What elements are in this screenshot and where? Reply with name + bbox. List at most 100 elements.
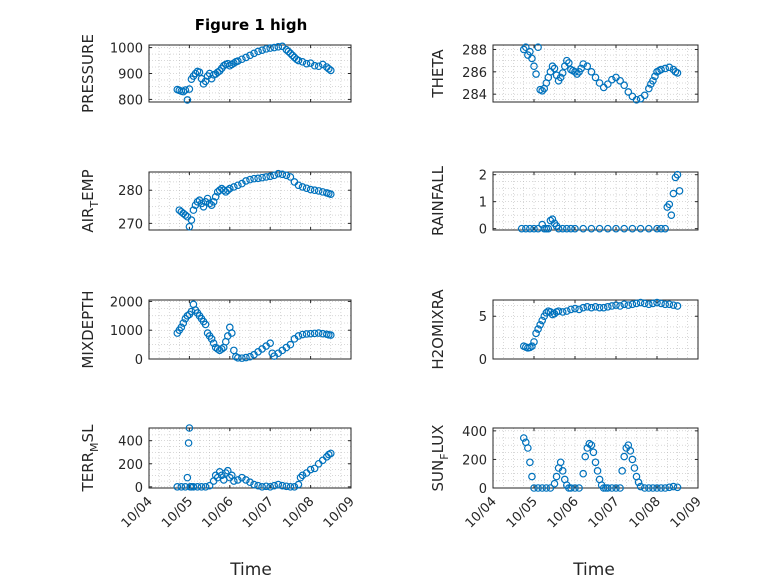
axes-frame: [148, 427, 352, 489]
data-point: [673, 483, 682, 492]
x-tick-label: 10/04: [463, 494, 500, 531]
data-point: [254, 481, 262, 490]
data-point: [234, 181, 242, 190]
data-point: [673, 170, 682, 179]
data-point: [302, 330, 311, 338]
data-point: [567, 224, 575, 233]
data-point: [603, 80, 612, 88]
axes-frame: [148, 299, 352, 360]
data-point: [294, 480, 303, 489]
data-point: [534, 484, 542, 492]
y-axis-label: H2OMIXRA: [429, 289, 447, 370]
y-axis-label-main: RAINFALL: [429, 165, 447, 236]
data-point: [298, 58, 307, 66]
data-point: [538, 484, 547, 492]
data-point: [595, 224, 604, 233]
data-point: [234, 354, 242, 362]
data-point: [197, 483, 206, 491]
data-point: [274, 480, 283, 489]
data-point: [550, 64, 559, 73]
data-point: [524, 444, 532, 452]
data-point: [242, 476, 250, 484]
data-point: [579, 224, 588, 233]
y-tick-label: 1: [479, 196, 487, 211]
y-tick-label: 0: [479, 482, 487, 497]
data-point: [262, 45, 270, 53]
data-point: [653, 484, 661, 492]
panel-sun-flux: 0 200 400 SUNFLUX 10/04 10/05 10/06 10/07 10/08 1…: [429, 425, 705, 532]
x-tick-label: 10/08: [280, 494, 317, 531]
data-point: [228, 329, 236, 337]
data-point: [558, 467, 567, 475]
data-point: [665, 300, 674, 309]
data-point: [669, 482, 678, 491]
data-point: [673, 302, 682, 310]
data-point: [636, 94, 645, 103]
data-point: [189, 206, 198, 214]
axes-frame: [492, 44, 699, 103]
y-axis-label-main: TERR: [79, 452, 97, 493]
data-point: [258, 46, 266, 54]
y-tick-label: 280: [118, 184, 143, 199]
data-point: [296, 473, 305, 482]
data-point: [630, 464, 639, 472]
data-point: [270, 171, 279, 180]
data-point: [649, 299, 657, 308]
data-point: [599, 484, 608, 492]
x-tick-label: 10/08: [627, 494, 664, 531]
data-point: [562, 56, 571, 65]
data-point: [640, 91, 649, 100]
data-point: [634, 478, 643, 487]
data-point: [530, 224, 538, 233]
data-point: [318, 456, 327, 465]
data-point: [298, 330, 307, 339]
x-tick-label: 10/07: [586, 494, 623, 531]
data-point: [209, 198, 218, 206]
data-point: [191, 69, 200, 78]
data-point: [628, 92, 637, 101]
data-point: [669, 301, 678, 309]
data-point: [616, 76, 624, 85]
panel-theta: 284 286 288 THETA: [429, 43, 699, 104]
data-point: [184, 439, 193, 447]
y-axis-label-main: H2OMIXRA: [429, 289, 447, 370]
data-point: [626, 447, 635, 455]
data-point: [205, 199, 214, 208]
data-point: [187, 216, 196, 224]
x-tick-label: 10/06: [200, 494, 237, 531]
data-point: [278, 481, 287, 490]
data-point: [675, 187, 684, 195]
data-point: [661, 300, 670, 309]
data-point: [661, 224, 670, 233]
data-point: [567, 305, 575, 314]
data-point: [310, 186, 319, 195]
data-point: [571, 68, 579, 76]
y-axis-label-main: MIXDEPTH: [79, 290, 97, 368]
data-point: [552, 472, 561, 481]
data-point: [571, 224, 579, 233]
data-point: [530, 338, 538, 346]
data-point: [230, 477, 238, 485]
data-point: [324, 65, 333, 73]
axes-frame: [492, 299, 699, 360]
data-point: [217, 345, 226, 353]
data-point: [591, 73, 600, 82]
y-axis-label-tail: SL: [79, 424, 97, 443]
data-point: [665, 63, 674, 72]
data-point: [183, 96, 192, 104]
xlabel-right: Time: [572, 560, 615, 580]
data-point: [565, 59, 573, 67]
data-point: [183, 473, 192, 482]
data-point: [603, 303, 612, 311]
panel-rainfall: 0 1 2 RAINFALL: [429, 165, 699, 238]
data-point: [193, 483, 202, 491]
data-point: [278, 42, 287, 51]
y-tick-label: 270: [118, 217, 143, 232]
data-point: [628, 455, 637, 464]
data-point: [669, 189, 678, 198]
data-point: [286, 49, 295, 58]
data-point: [571, 484, 579, 492]
data-point: [595, 303, 604, 312]
data-point: [558, 69, 567, 77]
data-point: [326, 331, 335, 339]
